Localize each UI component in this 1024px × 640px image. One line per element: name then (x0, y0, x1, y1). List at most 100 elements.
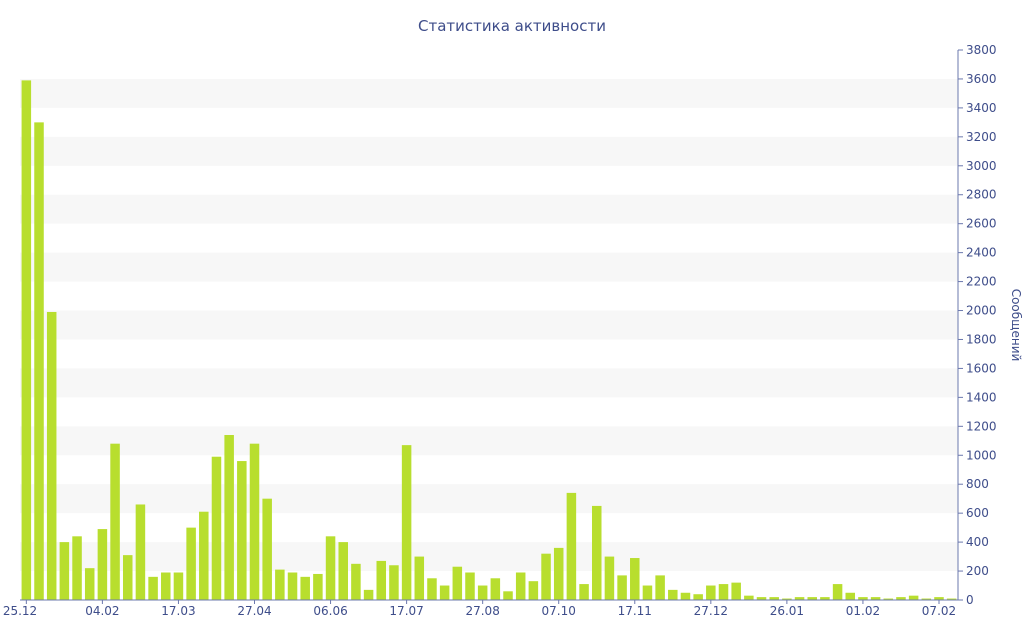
bar (275, 569, 285, 600)
bar (401, 445, 412, 600)
y-ticks: 0 200 400 600 800 1000 1200 1400 1600 1800 2000 220… (958, 43, 997, 607)
axes (20, 50, 959, 601)
bar (566, 492, 577, 600)
bar (731, 582, 741, 600)
bar (908, 595, 919, 600)
bar (122, 555, 133, 600)
y-tick-label: 3600 (966, 72, 997, 86)
bar (946, 598, 957, 600)
x-tick-label: 17.11 (618, 604, 652, 618)
y-tick-label: 1200 (966, 419, 997, 433)
x-tick-label: 17.03 (161, 604, 195, 618)
bar (515, 572, 526, 600)
y-tick-label: 3800 (966, 43, 997, 57)
bar (21, 80, 32, 600)
y-tick-label: 1400 (966, 390, 997, 404)
bar (135, 504, 146, 600)
bar (300, 576, 310, 600)
bar (351, 563, 361, 600)
bar (376, 560, 387, 600)
bar (630, 558, 640, 600)
bar (477, 585, 488, 600)
bar (807, 597, 817, 600)
x-tick-label: 25.12 (3, 604, 37, 618)
y-tick-label: 1000 (966, 448, 997, 462)
bar (313, 573, 323, 600)
bar (553, 547, 564, 600)
bar (59, 542, 70, 600)
bar (832, 584, 843, 600)
bar (680, 592, 691, 600)
bar (706, 585, 716, 600)
bar (325, 536, 336, 600)
x-tick-label: 27.12 (694, 604, 728, 618)
bar (503, 591, 513, 600)
bar (541, 553, 551, 600)
bar (161, 572, 171, 600)
grid-bands (20, 78, 958, 572)
bar (794, 597, 805, 600)
y-tick-label: 3400 (966, 101, 997, 115)
x-tick-label: 27.04 (237, 604, 271, 618)
bar (579, 584, 589, 600)
grid-band (20, 426, 958, 456)
y-axis-label: Сообщений (1009, 289, 1023, 362)
bar (148, 576, 158, 600)
bar (668, 589, 678, 600)
bar (287, 572, 298, 600)
bar (46, 311, 57, 600)
y-tick-label: 400 (966, 535, 989, 549)
bar (427, 578, 437, 600)
y-tick-label: 2600 (966, 217, 997, 231)
bar (414, 556, 425, 600)
bar (173, 572, 184, 600)
bar (262, 498, 272, 600)
x-tick-label: 17.07 (389, 604, 423, 618)
bar (617, 575, 627, 600)
grid-band (20, 484, 958, 514)
grid-band (20, 252, 958, 282)
bar (237, 461, 247, 600)
y-tick-label: 200 (966, 564, 989, 578)
bar (211, 456, 222, 600)
chart-title: Статистика активности (418, 17, 606, 35)
y-tick-label: 600 (966, 506, 989, 520)
bar (921, 598, 932, 600)
bar (782, 598, 792, 600)
bar (338, 542, 348, 600)
y-tick-label: 2200 (966, 275, 997, 289)
x-tick-label: 01.02 (846, 604, 880, 618)
bar (883, 598, 894, 600)
bar (693, 594, 703, 600)
y-tick-label: 2400 (966, 246, 997, 260)
bar (744, 595, 754, 600)
y-tick-label: 0 (966, 593, 974, 607)
bar (528, 581, 539, 600)
bar (820, 597, 830, 600)
bar (363, 589, 374, 600)
x-tick-label: 06.06 (313, 604, 347, 618)
bar (858, 597, 868, 600)
y-tick-label: 1600 (966, 361, 997, 375)
bar (718, 584, 729, 600)
bar (934, 597, 944, 600)
grid-band (20, 368, 958, 398)
bar (97, 529, 108, 600)
bar (199, 511, 209, 600)
y-tick-label: 800 (966, 477, 989, 491)
x-tick-label: 07.10 (542, 604, 576, 618)
bar (591, 505, 602, 600)
bar (110, 443, 120, 600)
bar (186, 527, 196, 600)
grid-band (20, 136, 958, 166)
bar (655, 575, 665, 600)
bar (896, 597, 906, 600)
y-tick-label: 1800 (966, 332, 997, 346)
x-tick-label: 04.02 (85, 604, 119, 618)
bars (21, 80, 957, 601)
bar (870, 597, 881, 600)
x-tick-label: 07.02 (922, 604, 956, 618)
bar (452, 566, 463, 600)
